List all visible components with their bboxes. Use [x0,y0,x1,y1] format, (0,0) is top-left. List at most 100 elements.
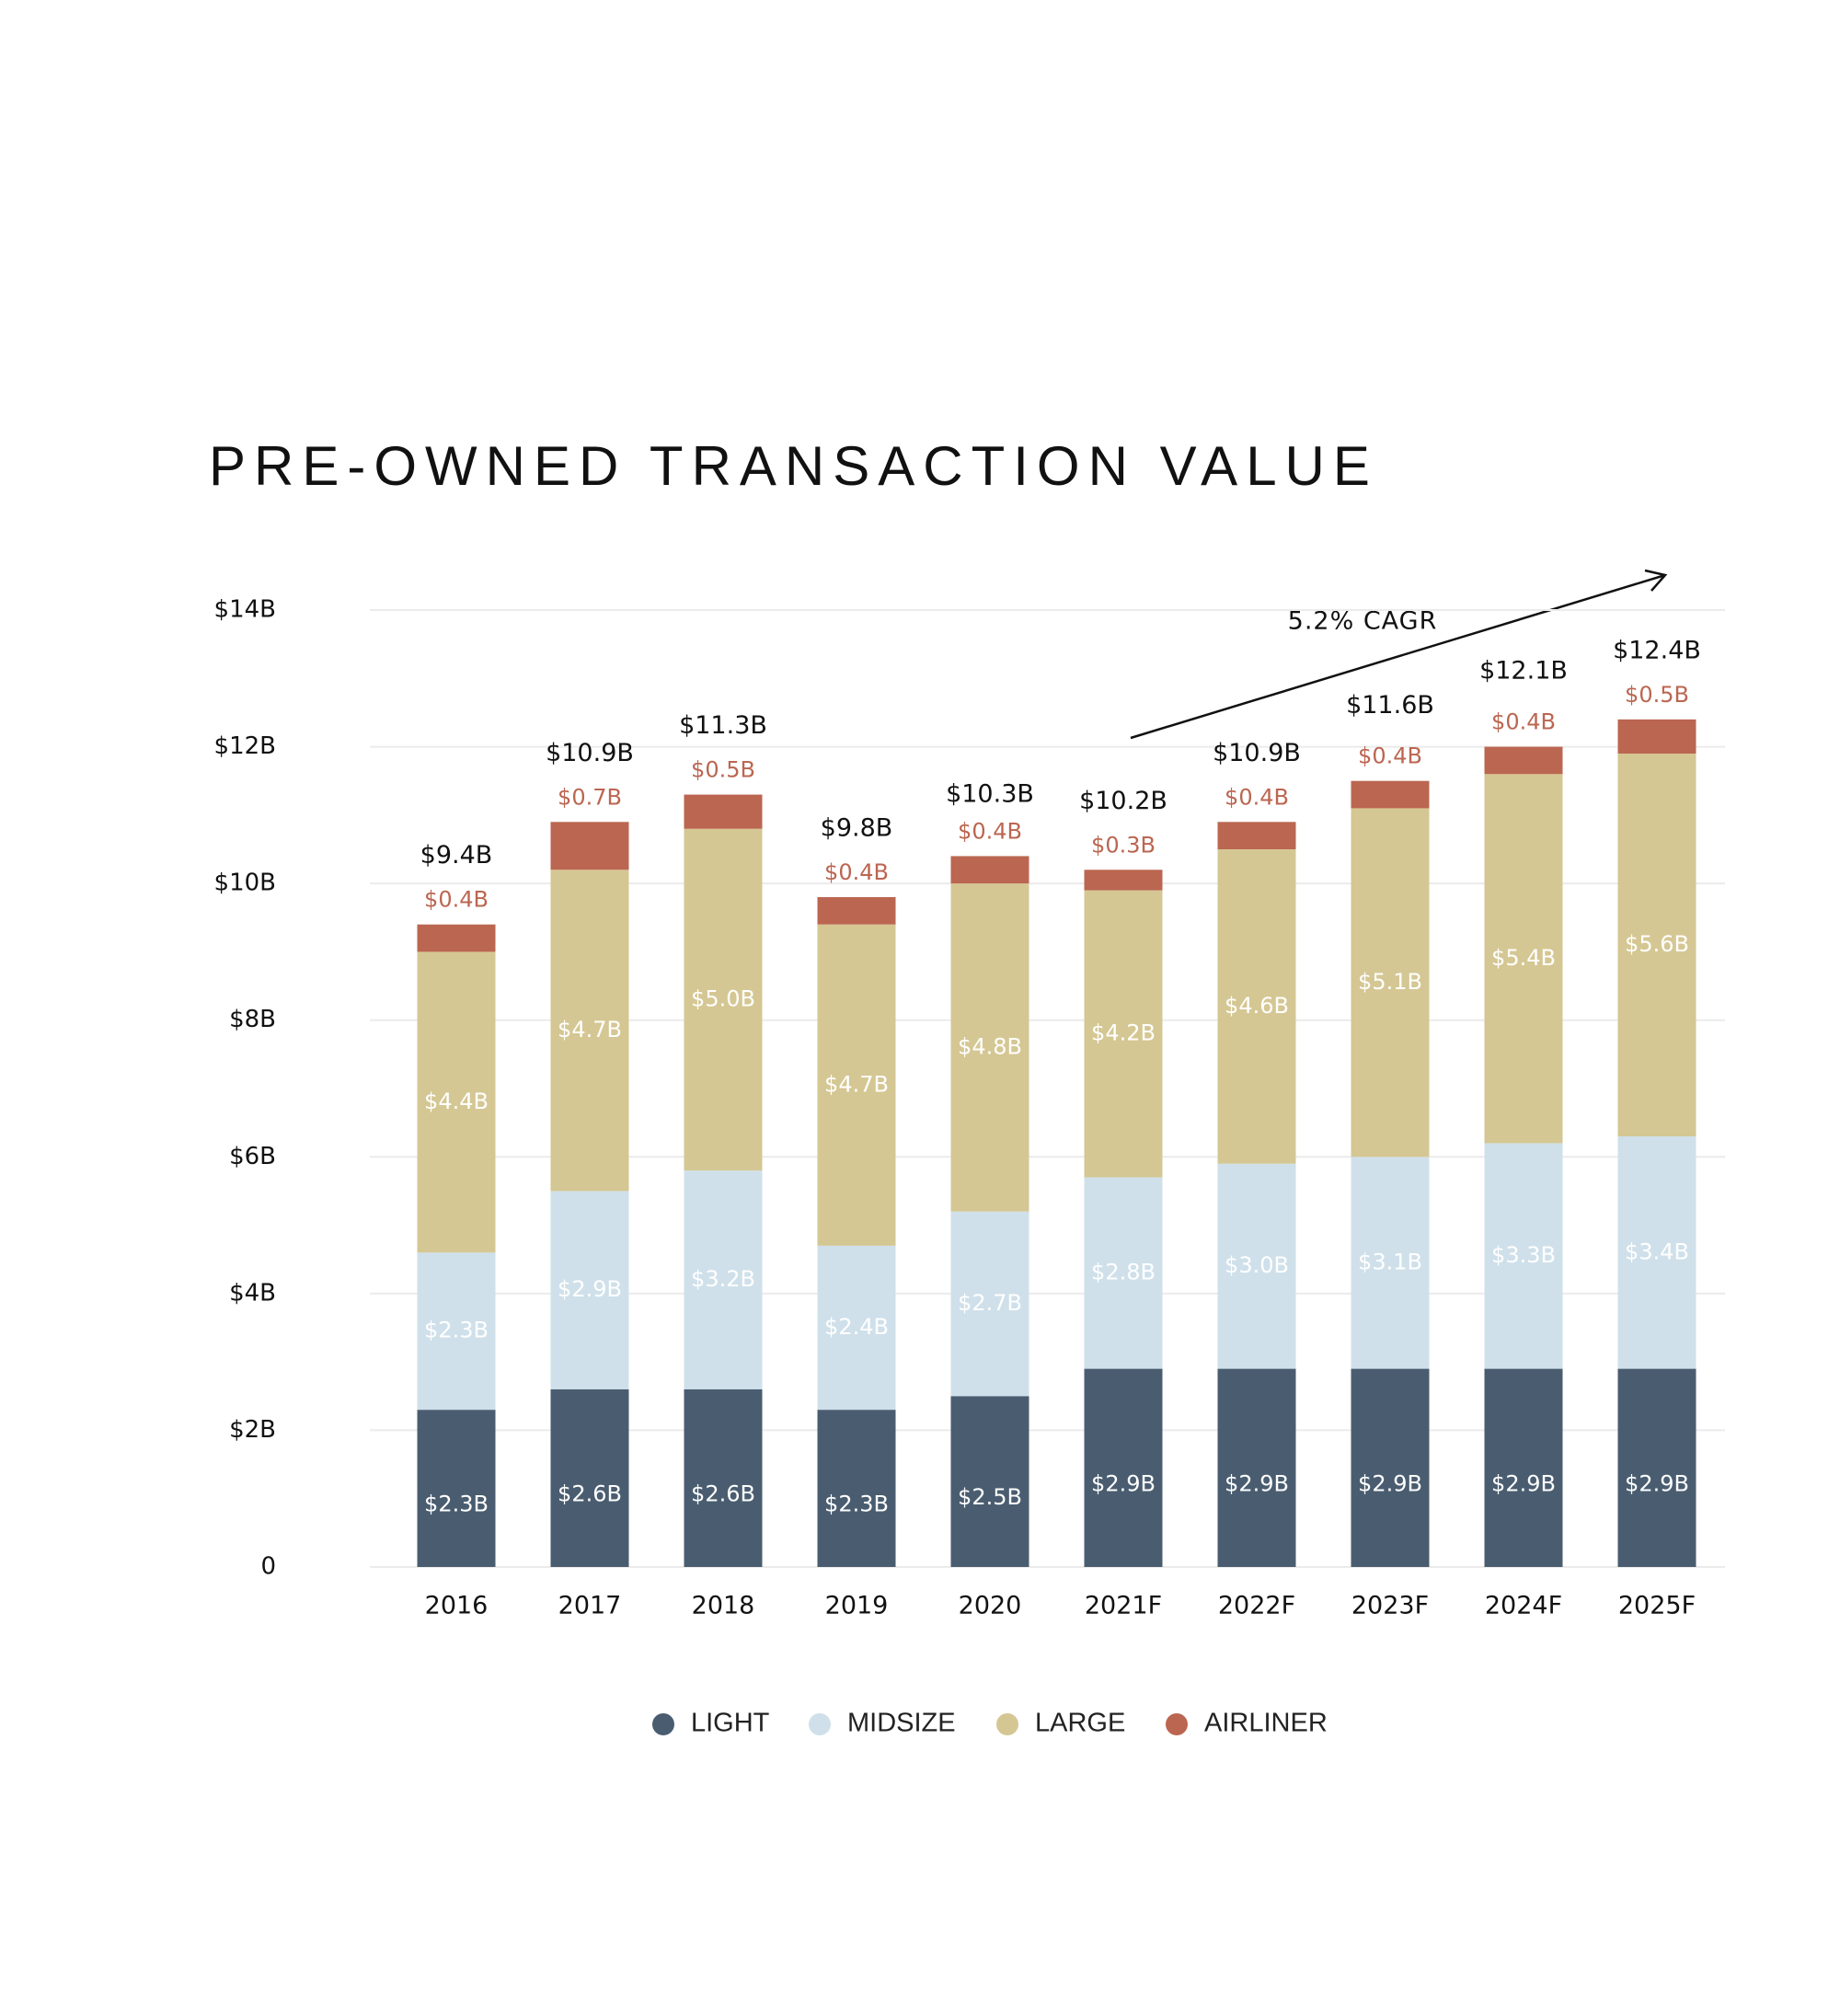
total-label: $9.4B [420,841,493,870]
value-label: $2.9B [1225,1470,1289,1496]
value-label: $0.5B [691,757,755,783]
bar-segment [1351,780,1430,809]
bar-segment [1217,1163,1296,1369]
legend-label: LIGHT [691,1709,770,1738]
bar-segment [950,1396,1029,1567]
x-tick-label: 2021F [1085,1592,1162,1620]
x-tick-label: 2023F [1351,1592,1429,1620]
value-label: $0.7B [558,784,622,810]
bar-segment [1084,890,1163,1178]
bar-segment [817,924,896,1246]
bar-segment [1217,849,1296,1164]
value-label: $2.8B [1091,1260,1156,1285]
bar-segment [1084,1368,1163,1567]
value-label: $2.6B [558,1480,622,1506]
value-label: $0.4B [958,818,1022,844]
value-label: $2.9B [1091,1470,1156,1496]
y-tick-label: $14B [214,596,276,624]
bar-segment [684,1388,763,1567]
bar-segment [950,883,1029,1212]
bar-segment [417,1410,496,1567]
value-label: $0.4B [424,887,489,913]
bar-segment [1617,1136,1696,1369]
value-label: $4.7B [824,1071,889,1097]
bar-segment [1484,774,1563,1144]
bar-segment [684,794,763,829]
value-label: $2.9B [1491,1470,1556,1496]
value-label: $5.1B [1358,969,1422,995]
total-label: $12.1B [1479,657,1568,685]
total-label: $9.8B [821,814,893,843]
legend-marker [652,1713,674,1735]
bar-segment [550,870,629,1192]
x-tick-label: 2019 [825,1592,889,1620]
bar-segment [1217,1368,1296,1567]
bar-segment [550,822,629,870]
value-label: $0.4B [824,859,889,885]
legend-marker [809,1713,831,1735]
value-label: $2.3B [424,1492,489,1517]
y-tick-label: $4B [229,1279,276,1307]
value-label: $4.2B [1091,1020,1156,1046]
value-label: $4.8B [958,1033,1022,1059]
x-tick-label: 2020 [959,1592,1022,1620]
value-label: $3.1B [1358,1249,1422,1274]
value-label: $0.5B [1625,682,1689,708]
y-tick-label: $10B [214,870,276,897]
value-label: $4.6B [1225,993,1289,1019]
bar-segment [1617,719,1696,754]
bar-segment [550,1191,629,1389]
value-label: $0.4B [1225,784,1289,810]
bar-segment [1084,1177,1163,1369]
x-tick-label: 2025F [1618,1592,1696,1620]
bar-segment [1484,1368,1563,1567]
bar-segment [817,1245,896,1411]
total-label: $10.3B [946,779,1034,808]
value-label: $3.4B [1625,1238,1689,1264]
total-label: $10.9B [546,739,634,767]
bar-segment [417,1252,496,1411]
x-tick-label: 2018 [692,1592,755,1620]
bar-segment [550,1388,629,1567]
value-label: $0.3B [1091,832,1156,858]
total-label: $12.4B [1613,636,1701,664]
total-label: $11.6B [1346,691,1434,720]
value-label: $2.6B [691,1480,755,1506]
value-label: $2.4B [824,1314,889,1340]
y-tick-label: $2B [229,1416,276,1444]
value-label: $2.9B [558,1276,622,1302]
y-tick-label: 0 [260,1553,276,1581]
x-tick-label: 2017 [558,1592,622,1620]
bar-segment [817,897,896,925]
value-label: $0.4B [1491,709,1556,735]
value-label: $2.7B [958,1290,1022,1316]
bar-segment [1084,870,1163,891]
value-label: $5.4B [1491,945,1556,971]
value-label: $0.4B [1358,743,1422,769]
value-label: $3.3B [1491,1242,1556,1268]
value-label: $2.5B [958,1484,1022,1510]
total-label: $11.3B [679,711,767,740]
y-tick-label: $8B [229,1006,276,1033]
legend-label: LARGE [1035,1709,1125,1738]
bar-segment [950,856,1029,884]
annotation: 5.2% CAGR [1288,607,1438,636]
bar-segment [1351,1157,1430,1369]
bar-segment [817,1410,896,1567]
cagr-arrowhead [1644,569,1668,592]
legend-label: AIRLINER [1204,1709,1328,1738]
bar-segment [1484,746,1563,775]
value-label: $2.9B [1358,1470,1422,1496]
bar-segment [417,924,496,952]
y-tick-label: $6B [229,1143,276,1170]
chart-title: PRE-OWNED TRANSACTION VALUE [209,435,1378,497]
value-label: $5.6B [1625,931,1689,957]
bar-segment [1217,822,1296,849]
value-label: $2.3B [424,1318,489,1343]
legend-marker [1166,1713,1188,1735]
legend-marker [996,1713,1018,1735]
bar-segment [1617,1368,1696,1567]
x-tick-label: 2016 [425,1592,489,1620]
value-label: $3.2B [691,1266,755,1292]
